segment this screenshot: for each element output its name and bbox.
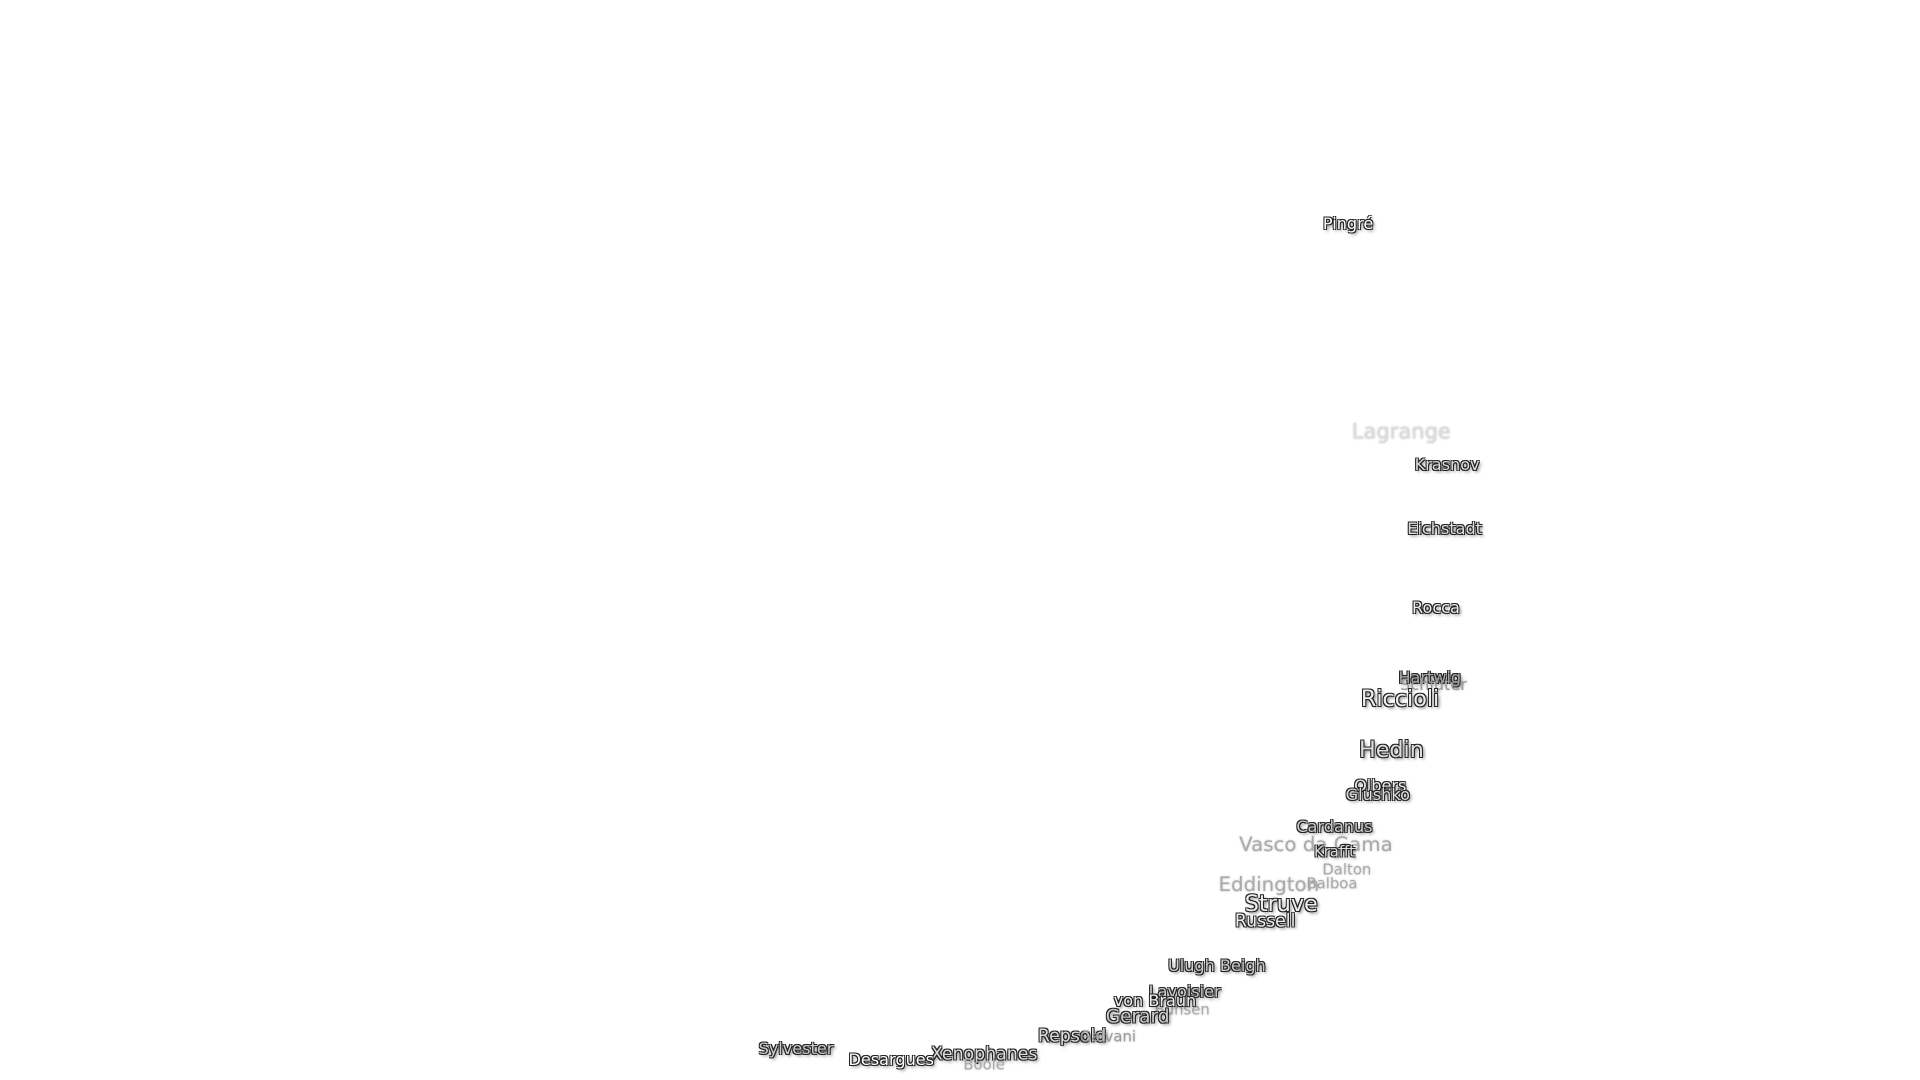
feature-label: Repsold [1037,1026,1107,1047]
feature-label: Russell [1234,911,1296,932]
feature-label: Boole [963,1055,1005,1074]
feature-label: Dalton [1322,860,1372,879]
feature-label: Desargues [848,1049,935,1069]
feature-label: Krafft [1313,842,1355,861]
feature-label: Glushko [1345,784,1410,804]
feature-label: Hedin [1358,737,1424,764]
feature-label: Struve [1244,890,1318,917]
feature-label: Xenophanes [930,1044,1038,1065]
feature-label: Eddington [1218,873,1320,897]
feature-label: Gerard [1105,1006,1170,1028]
feature-label: Galvani [1079,1027,1136,1046]
feature-label: Cardanus [1296,816,1373,836]
feature-label: Krasnov [1414,455,1480,475]
feature-label: Eichstadt [1407,518,1482,538]
feature-label: Rocca [1412,597,1460,617]
feature-label: Balboa [1306,874,1358,893]
feature-label: Vasco da Gama [1239,833,1393,857]
feature-label: Lagrange [1351,418,1451,444]
feature-label: Lavoisier [1148,981,1221,1001]
feature-label: Bunsen [1154,1000,1210,1019]
feature-label: Olbers [1354,776,1407,796]
feature-label: Ulugh Beigh [1168,955,1266,975]
feature-label: Sylvester [758,1038,834,1058]
feature-label: von Braun [1113,991,1197,1011]
feature-label: Schlüter [1400,674,1467,694]
feature-label: Hartwig [1398,668,1462,688]
feature-label: Pingré [1322,214,1374,233]
feature-label: Riccioli [1360,686,1440,713]
